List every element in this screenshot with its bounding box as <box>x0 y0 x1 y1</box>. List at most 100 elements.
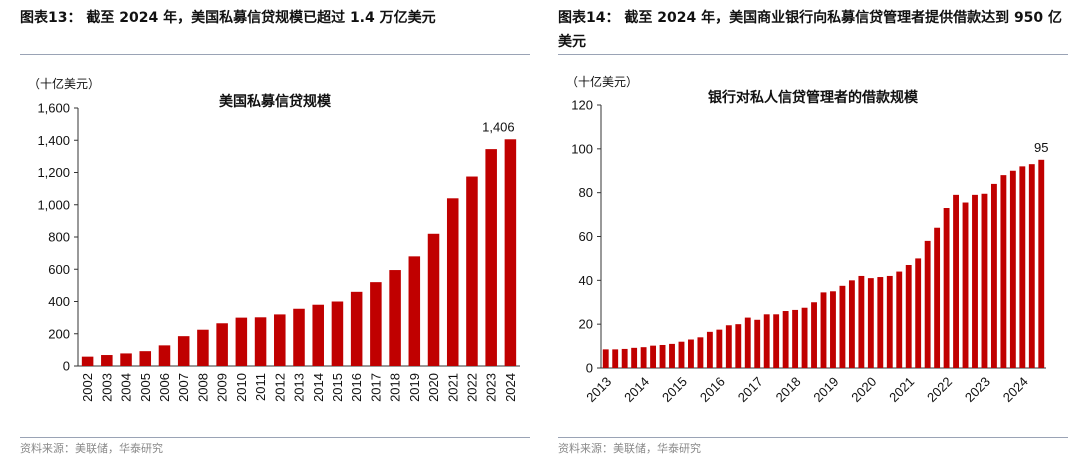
bar <box>446 198 459 366</box>
bar <box>254 317 267 366</box>
bar <box>1000 175 1007 368</box>
bar <box>139 351 152 366</box>
y-tick-label: 1,600 <box>37 101 70 116</box>
bar <box>504 139 517 366</box>
x-tick-label: 2008 <box>195 373 210 402</box>
x-tick-label: 2010 <box>234 373 249 402</box>
y-tick-label: 120 <box>571 98 593 113</box>
bar <box>370 282 382 366</box>
bar <box>820 292 827 368</box>
bar <box>811 302 817 368</box>
figure-13-source: 资料来源：美联储，华泰研究 <box>20 442 163 455</box>
bar <box>792 309 799 368</box>
x-tick-label: 2019 <box>810 374 841 405</box>
y-tick-label: 1,000 <box>37 197 70 212</box>
bar <box>389 270 401 366</box>
bar <box>782 311 789 368</box>
figure-14-panel: 图表14： 截至 2024 年，美国商业银行向私募信贷管理者提供借款达到 950… <box>558 0 1068 468</box>
bar <box>962 202 969 368</box>
bar <box>697 337 704 368</box>
y-tick-label: 400 <box>48 294 70 309</box>
bar <box>896 271 903 368</box>
x-tick-label: 2016 <box>697 374 728 405</box>
figure-14-heading: 图表14： 截至 2024 年，美国商业银行向私募信贷管理者提供借款达到 950… <box>558 10 1063 50</box>
figure-14-bottom-rule <box>558 437 1068 438</box>
bar <box>678 341 685 368</box>
unit-label: （十亿美元） <box>566 74 638 89</box>
bar <box>725 325 732 368</box>
bar <box>650 345 657 368</box>
y-tick-label: 1,400 <box>37 133 70 148</box>
bar <box>744 317 751 368</box>
bar <box>972 194 978 368</box>
x-tick-label: 2014 <box>311 373 326 402</box>
figure-13-panel: 图表13： 截至 2024 年，美国私募信贷规模已超过 1.4 万亿美元 （十亿… <box>20 0 530 468</box>
bar <box>274 314 286 366</box>
x-tick-label: 2013 <box>583 374 614 405</box>
bar <box>669 343 675 368</box>
bar <box>867 278 874 368</box>
bar <box>801 307 808 368</box>
x-tick-label: 2007 <box>176 373 191 402</box>
bar <box>953 194 959 368</box>
x-tick-label: 2023 <box>962 374 993 405</box>
bar <box>101 355 113 366</box>
x-tick-label: 2017 <box>735 374 766 405</box>
x-tick-label: 2015 <box>330 373 345 402</box>
x-tick-label: 2020 <box>848 374 879 405</box>
bar <box>990 183 997 368</box>
x-tick-label: 2022 <box>924 374 955 405</box>
bar <box>1028 164 1035 368</box>
bar <box>735 324 742 368</box>
bar <box>120 353 132 366</box>
x-tick-label: 2014 <box>621 374 652 405</box>
bar <box>905 264 912 368</box>
bar <box>848 280 855 368</box>
bar <box>216 323 228 366</box>
bar <box>754 319 761 368</box>
bar <box>466 176 478 366</box>
x-tick-label: 2012 <box>272 373 287 402</box>
y-tick-label: 60 <box>579 229 593 244</box>
x-tick-label: 2019 <box>407 373 422 402</box>
bar <box>612 349 619 368</box>
y-tick-label: 0 <box>586 361 593 376</box>
bar <box>943 208 950 368</box>
bar <box>773 314 780 368</box>
bar <box>763 314 770 368</box>
bar <box>408 256 421 366</box>
bar <box>312 304 324 366</box>
bar <box>1038 159 1045 368</box>
data-label: 1,406 <box>482 119 515 134</box>
bar <box>877 277 884 368</box>
bar <box>602 349 609 368</box>
bar <box>81 356 94 366</box>
data-label: 95 <box>1034 140 1048 155</box>
figure-13-top-rule <box>20 54 530 55</box>
bar <box>640 347 647 368</box>
bar <box>427 233 440 366</box>
bar <box>659 344 666 368</box>
bar <box>197 329 209 366</box>
bar <box>915 258 922 368</box>
bar <box>858 275 865 368</box>
bar <box>350 291 363 366</box>
x-tick-label: 2020 <box>426 373 441 402</box>
y-tick-label: 0 <box>63 359 70 374</box>
x-tick-label: 2021 <box>445 373 460 402</box>
x-tick-label: 2011 <box>253 373 268 401</box>
bar <box>886 275 893 368</box>
x-tick-label: 2018 <box>388 373 403 402</box>
figure-14-top-rule <box>558 54 1068 55</box>
x-tick-label: 2018 <box>773 374 804 405</box>
bar <box>1019 166 1026 368</box>
x-tick-label: 2015 <box>659 374 690 405</box>
bar <box>485 149 497 366</box>
figure-14-bar-chart: （十亿美元） 银行对私人信贷管理者的借款规模 0 20 40 60 80 100 120 2013… <box>566 74 1049 405</box>
bar <box>158 345 171 366</box>
bar <box>331 301 344 366</box>
x-tick-label: 2016 <box>349 373 364 402</box>
x-tick-label: 2017 <box>368 373 383 402</box>
x-tick-label: 2004 <box>119 373 134 402</box>
x-tick-label: 2013 <box>292 373 307 402</box>
